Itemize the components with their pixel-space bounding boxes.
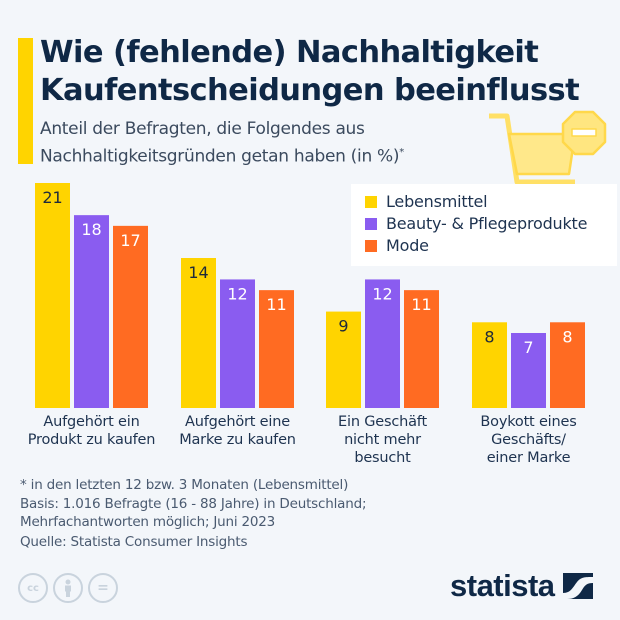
bar: [259, 290, 294, 408]
bar-value-label: 8: [562, 327, 572, 346]
person-icon: [65, 579, 71, 597]
bar: [74, 215, 109, 408]
category-label-line: besucht: [354, 450, 411, 466]
category-label-line: Boykott eines: [480, 414, 577, 430]
bar-group: 21 18 17: [35, 183, 148, 408]
category-label-line: Produkt zu kaufen: [27, 432, 156, 448]
bar-value-label: 11: [266, 295, 286, 314]
category-label-line: einer Marke: [486, 450, 571, 466]
title-line-1: Wie (fehlende) Nachhaltigkeit: [40, 35, 539, 70]
legend-swatch-beauty: [365, 217, 377, 230]
category-label-line: Marke zu kaufen: [179, 432, 296, 448]
bar-value-label: 18: [81, 220, 101, 239]
legend-item-mode: Mode: [365, 236, 429, 255]
category-label: Aufgehört ein Produkt zu kaufen: [17, 413, 167, 449]
bar: [113, 225, 148, 408]
category-label: Ein Geschäft nicht mehr besucht: [308, 413, 458, 467]
category-label: Boykott eines Geschäfts/einer Marke: [454, 413, 604, 467]
footnote-line-1: * in den letzten 12 bzw. 3 Monaten (Lebe…: [20, 477, 349, 493]
legend-item-beauty: Beauty- & Pflegeprodukte: [365, 214, 587, 233]
cc-icon-text: cc: [27, 582, 39, 594]
bar: [326, 311, 361, 408]
legend-label: Lebensmittel: [386, 192, 488, 211]
bar-group: 14 12 11: [181, 258, 294, 408]
footnote-marker: *: [399, 147, 404, 158]
category-label-line: Geschäfts/: [491, 432, 566, 448]
bar-value-label: 9: [338, 317, 348, 336]
chart-subtitle: Anteil der Befragten, die Folgendes aus …: [40, 118, 500, 169]
subtitle-line-2: Nachhaltigkeitsgründen getan haben (in %…: [40, 146, 400, 167]
bar-value-label: 8: [484, 327, 494, 346]
bar: [472, 322, 507, 408]
category-label-line: Ein Geschäft: [338, 414, 427, 430]
bar-value-label: 17: [120, 231, 140, 250]
cc-icon[interactable]: cc: [18, 573, 48, 603]
category-label-line: Aufgehört eine: [185, 414, 290, 430]
legend-item-lebensmittel: Lebensmittel: [365, 192, 488, 211]
legend-swatch-mode: [365, 239, 377, 252]
bar: [404, 290, 439, 408]
legend: Lebensmittel Beauty- & Pflegeprodukte Mo…: [351, 184, 617, 266]
category-label-line: Aufgehört ein: [43, 414, 140, 430]
bar: [365, 279, 400, 408]
bar-value-label: 14: [188, 263, 208, 282]
license-icons[interactable]: cc =: [18, 573, 118, 603]
bar: [181, 258, 216, 408]
bar-value-label: 7: [523, 338, 533, 357]
subtitle-line-2-wrap: Nachhaltigkeitsgründen getan haben (in %…: [40, 141, 500, 169]
statista-logo-mark-icon: [562, 573, 593, 599]
by-icon[interactable]: [53, 573, 83, 603]
bar: [550, 322, 585, 408]
bar-value-label: 11: [411, 295, 431, 314]
footnote-line-3: Mehrfachantworten möglich; Juni 2023: [20, 514, 276, 530]
chart-title: Wie (fehlende) Nachhaltigkeit Kaufentsch…: [40, 34, 620, 110]
bar: [220, 279, 255, 408]
nd-icon[interactable]: =: [88, 573, 118, 603]
title-accent-bar: [18, 38, 33, 164]
legend-swatch-lebensmittel: [365, 195, 377, 208]
statista-logo[interactable]: statista: [450, 568, 593, 604]
bar-chart: 21 18 17 14 12 11 9 12 11 8 7 8: [35, 183, 585, 408]
bar-group: 8 7 8: [472, 322, 585, 408]
nd-icon-text: =: [97, 580, 109, 596]
bar: [35, 183, 70, 408]
legend-label: Mode: [386, 236, 429, 255]
bar-group: 9 12 11: [326, 279, 439, 408]
legend-label: Beauty- & Pflegeprodukte: [386, 214, 588, 233]
category-label-line: nicht mehr: [344, 432, 421, 448]
bar: [511, 333, 546, 408]
source-text: Quelle: Statista Consumer Insights: [20, 534, 248, 550]
logo-text: statista: [450, 568, 555, 603]
bar-value-label: 12: [372, 284, 392, 303]
bar-value-label: 12: [227, 284, 247, 303]
footnote: * in den letzten 12 bzw. 3 Monaten (Lebe…: [20, 476, 500, 532]
bar-value-label: 21: [42, 188, 62, 207]
footnote-line-2: Basis: 1.016 Befragte (16 - 88 Jahre) in…: [20, 495, 367, 512]
subtitle-line-1: Anteil der Befragten, die Folgendes aus: [40, 119, 365, 139]
title-line-2: Kaufentscheidungen beeinflusst: [40, 73, 580, 108]
category-label: Aufgehört eine Marke zu kaufen: [163, 413, 313, 449]
